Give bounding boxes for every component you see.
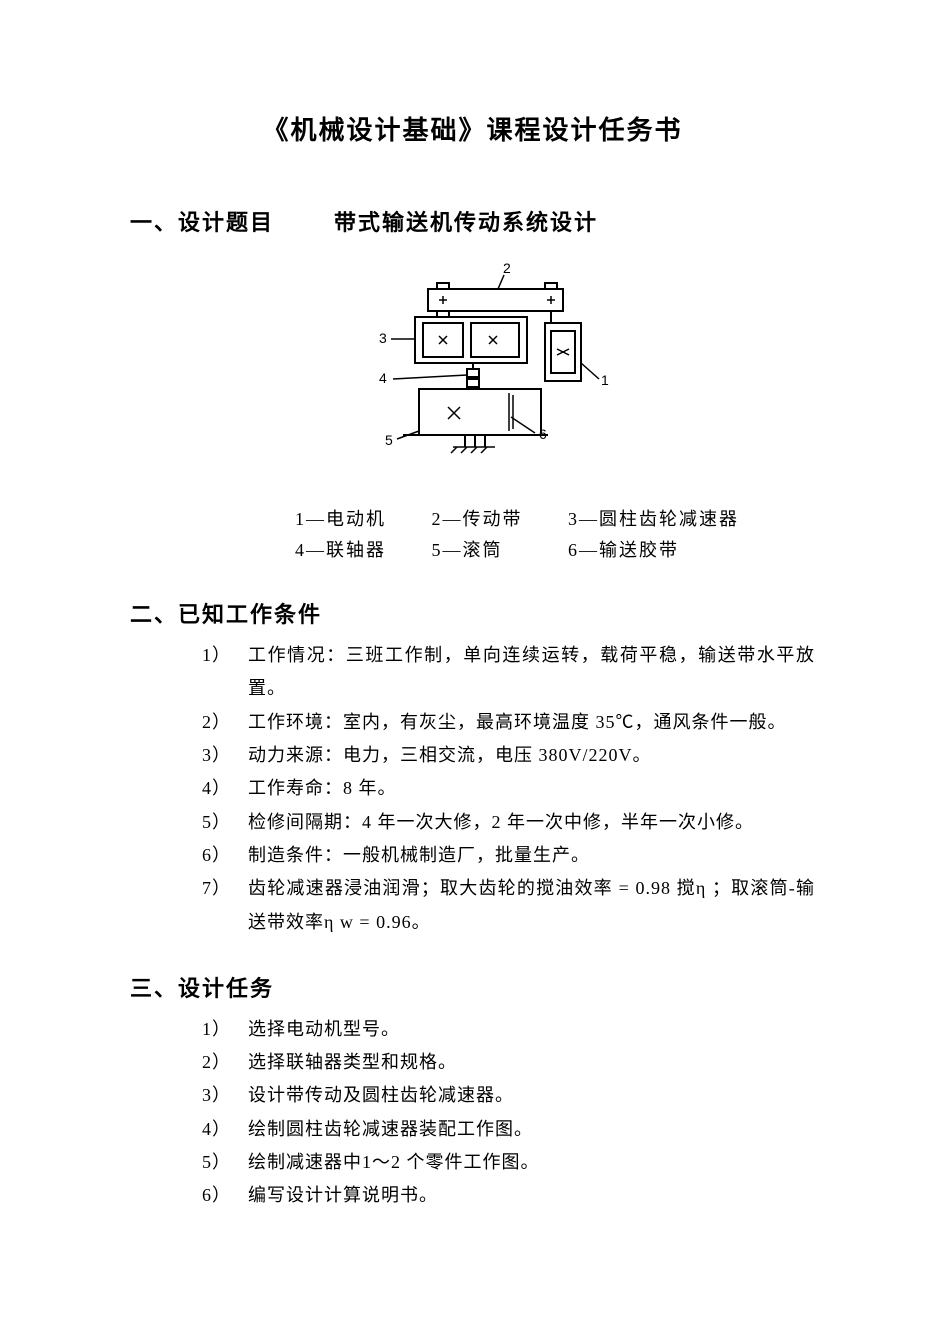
section-3-list: 1） 选择电动机型号。 2） 选择联轴器类型和规格。 3） 设计带传动及圆柱齿轮…: [202, 1013, 815, 1213]
item-text: 选择电动机型号。: [248, 1013, 815, 1046]
item-text: 动力来源：电力，三相交流，电压 380V/220V。: [248, 739, 815, 772]
item-index: 1）: [202, 639, 248, 706]
legend-3: 3—圆柱齿轮减速器: [568, 504, 739, 535]
item-text: 绘制圆柱齿轮减速器装配工作图。: [248, 1113, 815, 1146]
list-item: 7） 齿轮减速器浸油润滑；取大齿轮的搅油效率 = 0.98 搅η ；取滚筒-输送…: [202, 872, 815, 939]
item-index: 5）: [202, 806, 248, 839]
list-item: 6） 编写设计计算说明书。: [202, 1179, 815, 1212]
item-index: 1）: [202, 1013, 248, 1046]
list-item: 5） 绘制减速器中1～2 个零件工作图。: [202, 1146, 815, 1179]
diagram-label-6: 6: [539, 426, 548, 442]
section-1-heading: 一、设计题目: [130, 205, 274, 237]
diagram-label-2: 2: [503, 261, 512, 276]
section-2-list: 1） 工作情况：三班工作制，单向连续运转，载荷平稳，输送带水平放置。 2） 工作…: [202, 639, 815, 939]
item-index: 3）: [202, 739, 248, 772]
diagram-legend: 1—电动机 2—传动带 3—圆柱齿轮减速器 4—联轴器 5—滚筒 6—输送胶带: [295, 504, 815, 565]
legend-2: 2—传动带: [432, 504, 562, 535]
item-text: 选择联轴器类型和规格。: [248, 1046, 815, 1079]
item-index: 5）: [202, 1146, 248, 1179]
item-text: 绘制减速器中1～2 个零件工作图。: [248, 1146, 815, 1179]
legend-row-2: 4—联轴器 5—滚筒 6—输送胶带: [295, 535, 815, 566]
list-item: 2） 选择联轴器类型和规格。: [202, 1046, 815, 1079]
list-item: 1） 选择电动机型号。: [202, 1013, 815, 1046]
diagram-label-4: 4: [379, 370, 388, 386]
list-item: 5） 检修间隔期：4 年一次大修，2 年一次中修，半年一次小修。: [202, 806, 815, 839]
item-text: 检修间隔期：4 年一次大修，2 年一次中修，半年一次小修。: [248, 806, 815, 839]
legend-1: 1—电动机: [295, 504, 425, 535]
list-item: 1） 工作情况：三班工作制，单向连续运转，载荷平稳，输送带水平放置。: [202, 639, 815, 706]
list-item: 4） 绘制圆柱齿轮减速器装配工作图。: [202, 1113, 815, 1146]
item-text: 工作寿命：8 年。: [248, 772, 815, 805]
diagram-label-5: 5: [385, 432, 394, 448]
list-item: 2） 工作环境：室内，有灰尘，最高环境温度 35℃，通风条件一般。: [202, 706, 815, 739]
transmission-diagram: 1 2 3 4 5 6: [333, 261, 613, 481]
item-text: 工作环境：室内，有灰尘，最高环境温度 35℃，通风条件一般。: [248, 706, 815, 739]
legend-6: 6—输送胶带: [568, 535, 679, 566]
item-text: 设计带传动及圆柱齿轮减速器。: [248, 1079, 815, 1112]
list-item: 6） 制造条件：一般机械制造厂，批量生产。: [202, 839, 815, 872]
legend-row-1: 1—电动机 2—传动带 3—圆柱齿轮减速器: [295, 504, 815, 535]
item-index: 6）: [202, 839, 248, 872]
item-index: 7）: [202, 872, 248, 939]
item-text: 制造条件：一般机械制造厂，批量生产。: [248, 839, 815, 872]
section-3-heading: 三、设计任务: [130, 971, 815, 1003]
diagram-label-1: 1: [601, 372, 610, 388]
item-text: 编写设计计算说明书。: [248, 1179, 815, 1212]
item-index: 3）: [202, 1079, 248, 1112]
item-text: 工作情况：三班工作制，单向连续运转，载荷平稳，输送带水平放置。: [248, 639, 815, 706]
section-2-heading: 二、已知工作条件: [130, 597, 815, 629]
item-index: 4）: [202, 1113, 248, 1146]
legend-4: 4—联轴器: [295, 535, 425, 566]
list-item: 3） 动力来源：电力，三相交流，电压 380V/220V。: [202, 739, 815, 772]
item-index: 6）: [202, 1179, 248, 1212]
legend-5: 5—滚筒: [432, 535, 562, 566]
section-1-subtitle: 带式输送机传动系统设计: [334, 205, 598, 237]
list-item: 3） 设计带传动及圆柱齿轮减速器。: [202, 1079, 815, 1112]
list-item: 4） 工作寿命：8 年。: [202, 772, 815, 805]
item-index: 4）: [202, 772, 248, 805]
section-1-header: 一、设计题目 带式输送机传动系统设计: [130, 205, 815, 237]
item-index: 2）: [202, 706, 248, 739]
diagram-label-3: 3: [379, 330, 388, 346]
page: 《机械设计基础》课程设计任务书 一、设计题目 带式输送机传动系统设计: [0, 0, 945, 1293]
diagram-container: 1 2 3 4 5 6: [130, 261, 815, 486]
item-text: 齿轮减速器浸油润滑；取大齿轮的搅油效率 = 0.98 搅η ；取滚筒-输送带效率…: [248, 872, 815, 939]
main-title: 《机械设计基础》课程设计任务书: [130, 110, 815, 147]
item-index: 2）: [202, 1046, 248, 1079]
